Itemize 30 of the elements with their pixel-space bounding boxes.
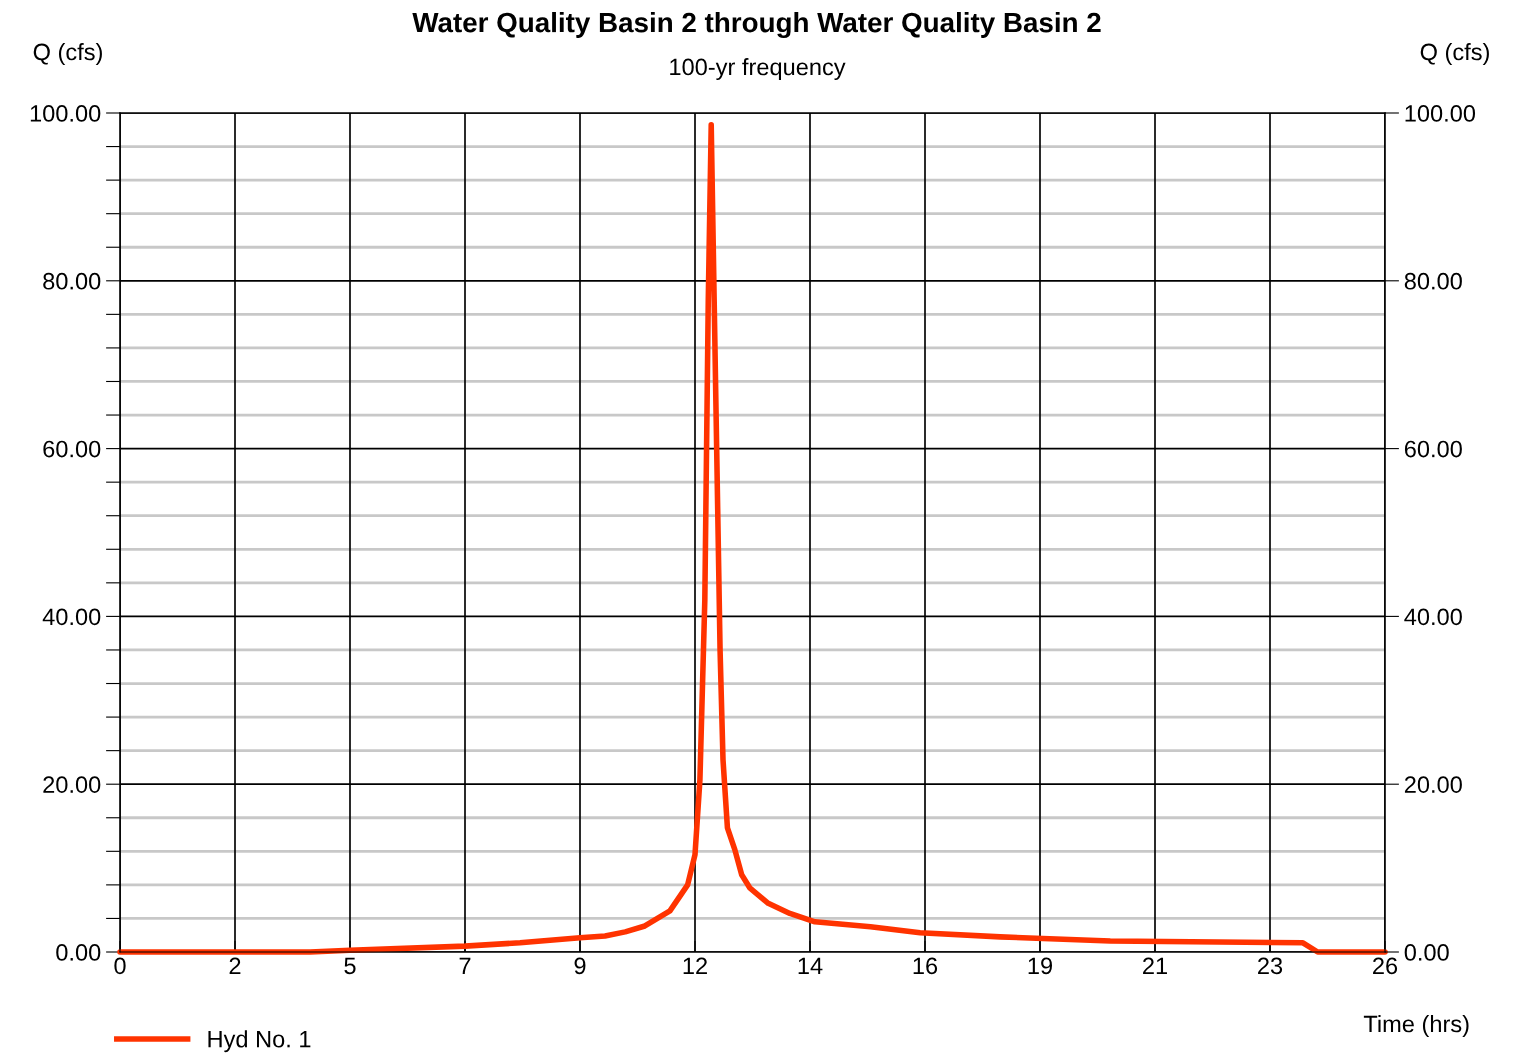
x-tick-label: 5	[344, 957, 356, 975]
legend-label: Hyd No. 1	[208, 1030, 311, 1053]
x-tick-label: 0	[114, 957, 126, 975]
x-tick-label: 23	[1258, 957, 1283, 975]
y2-tick-label: 0.00	[1404, 944, 1449, 961]
y-tick-label: 60.00	[43, 440, 101, 458]
y-tick-label: 40.00	[42, 608, 101, 626]
x-tick-label: 12	[683, 957, 707, 974]
y2-tick-label: 40.00	[1404, 608, 1462, 626]
y2-tick-label: 60.00	[1404, 440, 1462, 458]
chart-title: Water Quality Basin 2 through Water Quality Basin 2	[412, 11, 1101, 39]
y-tick-label: 20.00	[43, 776, 101, 793]
x-tick-label: 7	[459, 957, 471, 974]
y2-tick-label: 100.00	[1405, 105, 1476, 122]
x-tick-label: 9	[574, 957, 586, 975]
x-tick-label: 19	[1028, 957, 1053, 975]
x-tick-label: 2	[229, 957, 241, 974]
y2-tick-label: 20.00	[1404, 776, 1462, 793]
x-tick-label: 21	[1143, 957, 1167, 974]
x-axis-title: Time (hrs)	[1363, 1014, 1469, 1037]
y-axis-title: Q (cfs)	[33, 43, 102, 65]
y-tick-label: 100.00	[30, 105, 101, 122]
y2-axis-title: Q (cfs)	[1420, 43, 1489, 65]
x-tick-label: 14	[798, 957, 823, 974]
chart-subtitle: 100-yr frequency	[670, 58, 846, 80]
y2-tick-label: 80.00	[1404, 272, 1462, 290]
x-tick-label: 16	[913, 957, 938, 975]
y-tick-label: 80.00	[43, 272, 101, 290]
y-tick-label: 0.00	[56, 944, 101, 961]
x-tick-label: 26	[1373, 957, 1398, 975]
